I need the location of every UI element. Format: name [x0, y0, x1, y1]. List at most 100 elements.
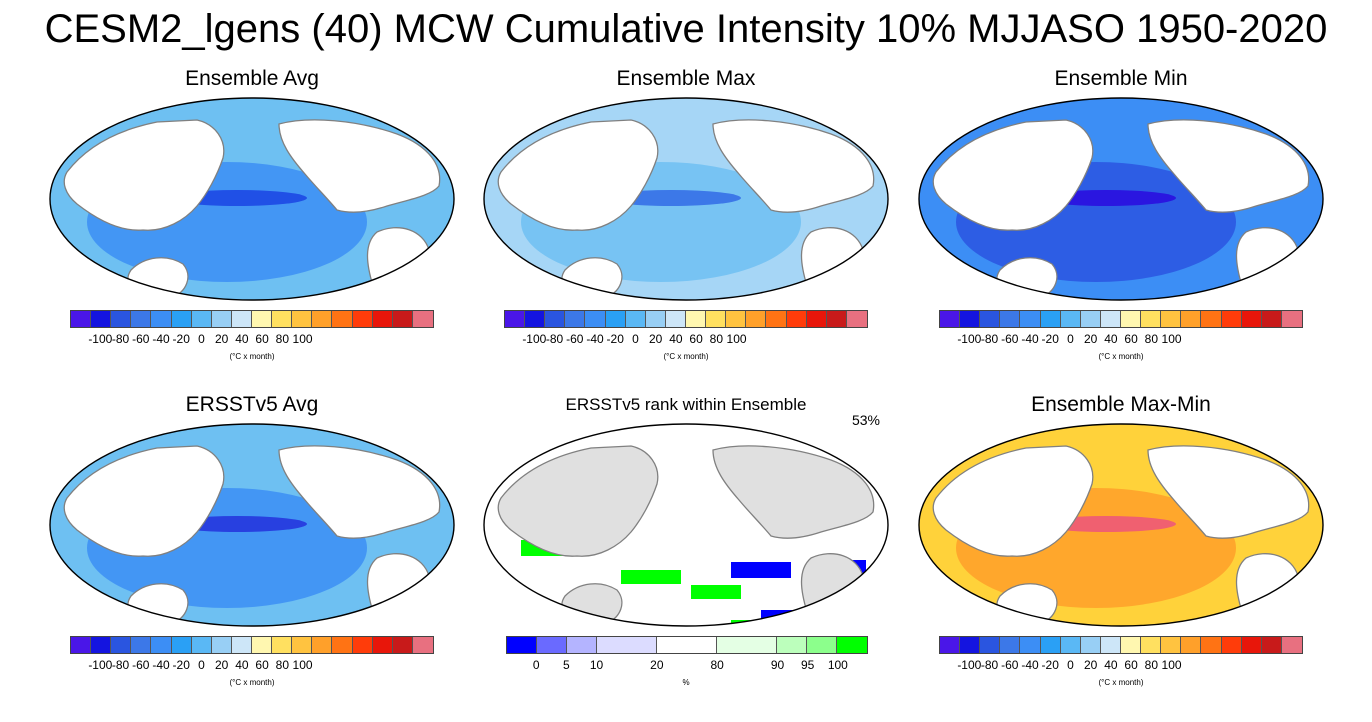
colorbar-tick-label: 95 [800, 658, 815, 672]
colorbar-swatch [332, 637, 353, 653]
colorbar-swatch [706, 311, 727, 327]
colorbar-tick-label: -100 [957, 658, 982, 672]
colorbar-tick-label: -100 [522, 332, 547, 346]
colorbar-units: % [682, 678, 690, 687]
land-northAmerica [278, 445, 441, 539]
rank-low-patch [501, 620, 541, 626]
colorbar-tick-label: 60 [1124, 658, 1138, 672]
colorbar-swatch [1060, 637, 1081, 653]
colorbar-swatch [372, 311, 393, 327]
colorbar-tick-label: 40 [235, 658, 249, 672]
rank-high-patch [731, 620, 791, 626]
colorbar-tick-label: 20 [650, 658, 664, 672]
land-southAmerica [800, 227, 865, 300]
land-southAmerica [366, 227, 431, 300]
rank-low-patch [731, 562, 791, 578]
colorbar-swatch [251, 311, 273, 327]
colorbar-swatch [567, 637, 597, 653]
colorbar-tick-label: 60 [1124, 332, 1138, 346]
colorbar-swatch [685, 311, 707, 327]
colorbar-swatch [1261, 311, 1282, 327]
colorbar-swatch [777, 637, 807, 653]
colorbar-tick-label: 100 [726, 332, 747, 346]
colorbar-tick-label: 20 [648, 332, 663, 346]
colorbar-tick-label: -20 [1041, 658, 1059, 672]
colorbar-swatch [332, 311, 353, 327]
land-asia [932, 445, 1094, 557]
colorbar-tick-label: 20 [1083, 332, 1098, 346]
colorbar-tick-label: -100 [88, 332, 113, 346]
colorbar-swatch [1141, 637, 1162, 653]
colorbar-tick-label: 100 [292, 658, 313, 672]
colorbar-swatch [1000, 311, 1021, 327]
colorbar-tick-label: -20 [172, 658, 190, 672]
rank-high-patch [621, 570, 681, 584]
colorbar-swatch [191, 637, 212, 653]
colorbar-tick-label: 40 [1104, 658, 1118, 672]
colorbar-swatch [1281, 637, 1302, 653]
colorbar-swatch [131, 311, 152, 327]
colorbar-tick-label: -80 [111, 658, 130, 672]
colorbar-swatch [1261, 637, 1282, 653]
colorbar-tick-label: 60 [689, 332, 703, 346]
panel-ersstv5-rank: ERSSTv5 rank within Ensemble 53% 0 5 10 20 8… [476, 392, 896, 722]
colorbar-swatch [625, 311, 646, 327]
colorbar-swatch [71, 637, 92, 653]
land-northAmerica [278, 119, 441, 213]
land-greenland [437, 131, 454, 157]
colorbar-swatch [1060, 311, 1081, 327]
panel-ensemble-min: Ensemble Min -100 -80 -60 -40 -20 0 20 40 60 80 10… [911, 66, 1331, 396]
colorbar-swatch [392, 311, 413, 327]
colorbar-swatch [272, 637, 293, 653]
colorbar-tick-label: -80 [545, 332, 564, 346]
colorbar-swatch [837, 637, 867, 653]
colorbar-swatch [597, 637, 657, 653]
map-avg [49, 97, 455, 301]
panel-title: Ensemble Max-Min [1031, 393, 1211, 416]
land-asia [63, 445, 225, 557]
panel-ersstv5-avg: ERSSTv5 Avg -100 -80 -60 -40 -20 0 20 40 60 80 100… [42, 392, 462, 722]
colorbar-tick-label: -20 [1041, 332, 1059, 346]
colorbar-swatch [1281, 311, 1302, 327]
colorbar-tick-label: 0 [198, 658, 205, 672]
colorbar-tick-label: -40 [1021, 658, 1039, 672]
land-greenland [1306, 457, 1323, 483]
land-greenland [871, 131, 888, 157]
colorbar-swatch [312, 637, 333, 653]
colorbar-tick-label: 0 [198, 332, 205, 346]
colorbar-tick-label: -20 [172, 332, 190, 346]
colorbar-tick-label: 0 [632, 332, 639, 346]
colorbar-swatch [272, 311, 293, 327]
colorbar-swatch [231, 311, 252, 327]
colorbar-tick-label: -80 [980, 658, 999, 672]
colorbar-tick-label: -40 [1021, 332, 1039, 346]
colorbar-swatch [251, 637, 273, 653]
colorbar-tick-label: -60 [132, 332, 150, 346]
colorbar: -100 -80 -60 -40 -20 0 20 40 60 80 100 (°C x month) [42, 310, 462, 374]
colorbar-swatch [1241, 637, 1262, 653]
colorbar-swatch [960, 311, 981, 327]
colorbar-tick-label: 0 [1067, 658, 1074, 672]
colorbar-swatch [91, 637, 112, 653]
colorbar-tick-label: 80 [1144, 658, 1159, 672]
colorbar-tick-label: 100 [1161, 332, 1182, 346]
colorbar-tick-label: 80 [709, 332, 724, 346]
colorbar-swatch [211, 637, 232, 653]
colorbar-swatch [171, 637, 192, 653]
land-asia [63, 119, 225, 231]
colorbar-swatch [1221, 311, 1242, 327]
colorbar-swatch [151, 637, 172, 653]
colorbar-swatch [505, 311, 526, 327]
colorbar-swatch [1120, 311, 1142, 327]
panel-ensemble-max-min: Ensemble Max-Min -100 -80 -60 -40 -20 0 20 40 60… [911, 392, 1331, 722]
colorbar-swatch [1241, 311, 1262, 327]
colorbar-swatch [980, 637, 1001, 653]
colorbar-swatch [412, 311, 433, 327]
land-northAmerica [1147, 445, 1310, 539]
colorbar-units: (°C x month) [663, 352, 709, 361]
colorbar-tick-label: 10 [589, 658, 604, 672]
colorbar-swatch [1201, 311, 1222, 327]
colorbar-swatch [1181, 311, 1202, 327]
map-border [49, 423, 455, 627]
map-border [918, 423, 1324, 627]
